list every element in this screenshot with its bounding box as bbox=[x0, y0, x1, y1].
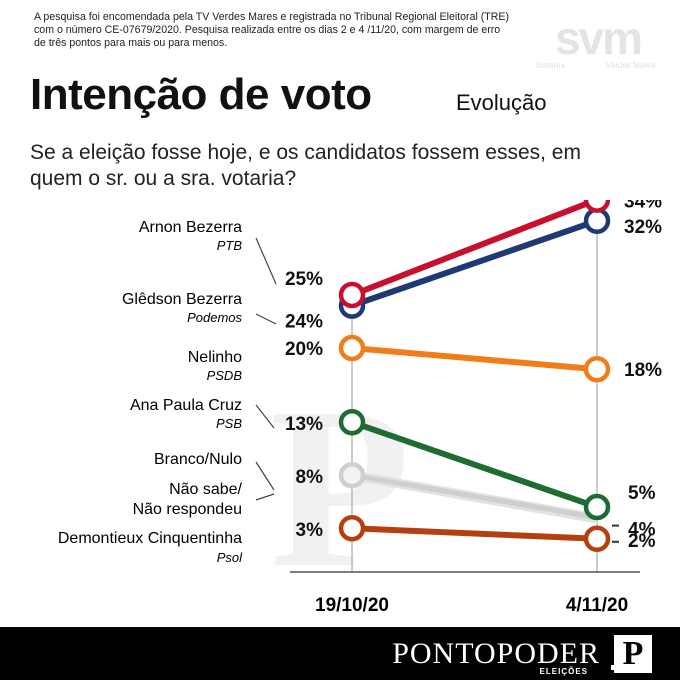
series-name-line2: Não respondeu bbox=[133, 501, 242, 518]
series-line bbox=[349, 419, 600, 510]
data-label: 32% bbox=[624, 217, 662, 238]
series-name: Glêdson Bezerra bbox=[122, 291, 242, 308]
data-label: 20% bbox=[285, 339, 323, 360]
brand-mark-icon: P bbox=[614, 635, 652, 673]
data-label: 18% bbox=[624, 360, 662, 381]
series-party: Podemos bbox=[187, 310, 242, 325]
leader-line bbox=[255, 461, 275, 491]
series-marker bbox=[338, 514, 366, 542]
data-label: 25% bbox=[285, 269, 323, 290]
series-line bbox=[349, 217, 600, 309]
series-name: Ana Paula Cruz bbox=[130, 397, 242, 414]
data-label: 5% bbox=[628, 483, 656, 504]
brand-name: PONTOPODER bbox=[392, 637, 600, 670]
data-label: 8% bbox=[296, 467, 324, 488]
data-label: 24% bbox=[285, 312, 323, 333]
svg-text:Verdes Mares: Verdes Mares bbox=[606, 61, 655, 70]
data-label: 2% bbox=[628, 531, 656, 552]
svg-text:Sistema: Sistema bbox=[536, 61, 565, 70]
page-title: Intenção de voto bbox=[30, 70, 372, 119]
series-name: Nelinho bbox=[188, 349, 242, 366]
series-marker bbox=[338, 334, 366, 362]
survey-question: Se a eleição fosse hoje, e os candidatos… bbox=[30, 141, 581, 190]
data-label: 13% bbox=[285, 414, 323, 435]
series-marker bbox=[583, 525, 611, 553]
leader-line bbox=[255, 404, 275, 429]
series-marker bbox=[583, 207, 611, 235]
brand-subtitle: ELEIÇÕES bbox=[539, 667, 588, 676]
series-marker bbox=[338, 461, 366, 489]
series-party: PSDB bbox=[207, 368, 243, 383]
x-tick-label: 4/11/20 bbox=[566, 595, 628, 616]
series-marker bbox=[338, 281, 366, 309]
series-marker bbox=[583, 200, 611, 213]
watermark-p: P bbox=[270, 360, 411, 615]
series-line bbox=[349, 345, 600, 373]
series-line bbox=[349, 200, 600, 298]
x-tick-label: 19/10/20 bbox=[315, 595, 389, 616]
leader-line bbox=[255, 313, 277, 325]
brand-dot bbox=[611, 665, 616, 670]
line-chart: P19/10/20 4/11/20 Arnon Bezerra PTB Glêdson … bbox=[58, 200, 662, 616]
leader-line bbox=[255, 493, 275, 501]
series-party: PTB bbox=[217, 238, 243, 253]
series-name: Não sabe/ bbox=[169, 481, 242, 498]
data-label: 34% bbox=[624, 200, 662, 213]
series-name: Branco/Nulo bbox=[154, 451, 242, 468]
data-label: 3% bbox=[296, 520, 324, 541]
series-line bbox=[349, 525, 600, 542]
series-line bbox=[349, 472, 600, 521]
survey-note: A pesquisa foi encomendada pela TV Verde… bbox=[34, 11, 510, 49]
svg-text:svm: svm bbox=[555, 12, 641, 64]
data-label: 4% bbox=[628, 520, 656, 541]
series-name: Arnon Bezerra bbox=[139, 219, 242, 236]
series-party: Psol bbox=[217, 550, 243, 565]
footer-bar: PONTOPODER ELEIÇÕES P bbox=[0, 627, 680, 680]
page-subtitle: Evolução bbox=[456, 90, 547, 115]
series-marker bbox=[583, 493, 611, 521]
series-name: Demontieux Cinquentinha bbox=[58, 530, 242, 547]
svm-logo: svm Sistema Verdes Mares bbox=[536, 12, 655, 70]
series-marker bbox=[583, 355, 611, 383]
series-marker bbox=[338, 408, 366, 436]
series-party: PSB bbox=[216, 416, 242, 431]
leader-line bbox=[255, 237, 277, 285]
